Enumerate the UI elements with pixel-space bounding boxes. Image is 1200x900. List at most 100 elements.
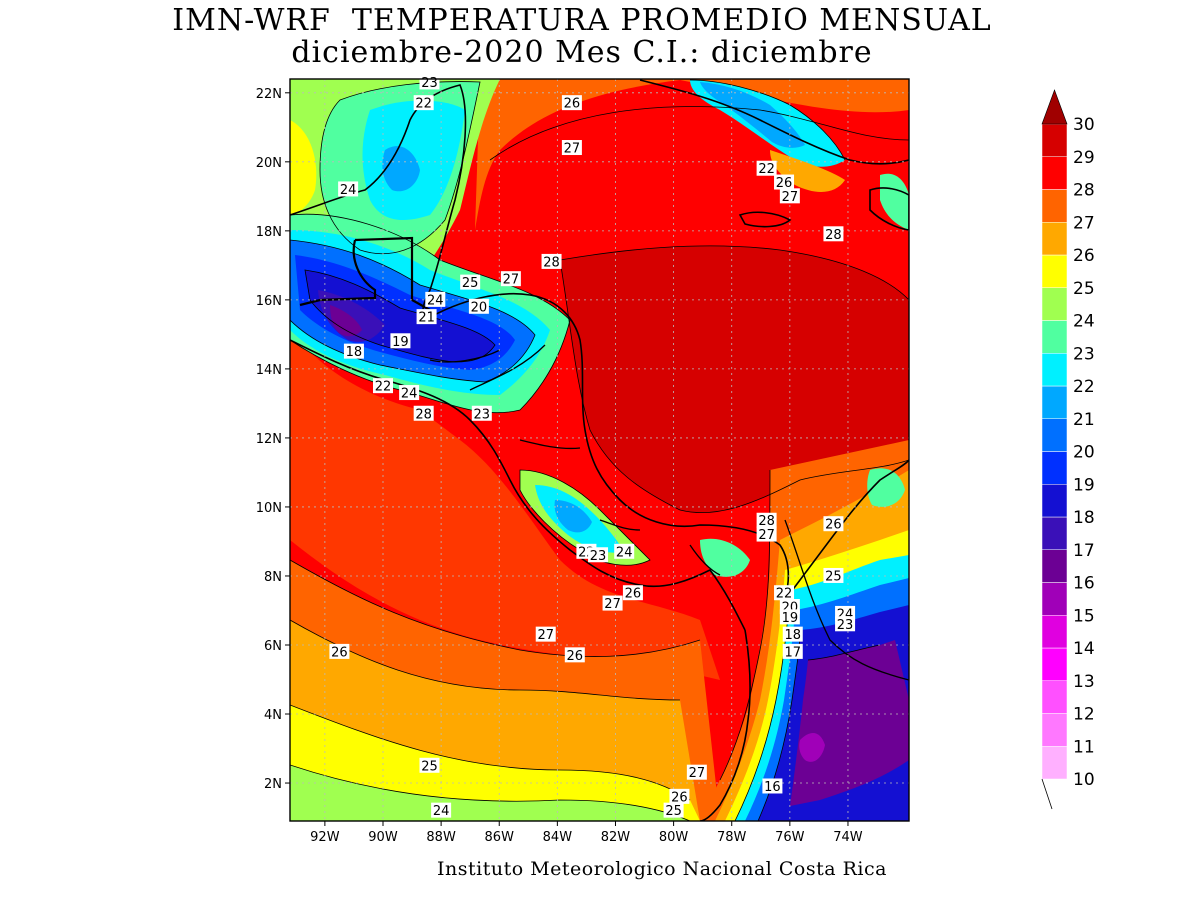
colorbar-label: 29 xyxy=(1073,148,1095,168)
contour-label-box xyxy=(756,526,777,542)
contour-label: 22 xyxy=(774,585,795,602)
contour-label-text: 24 xyxy=(427,293,444,308)
contour-label-box xyxy=(823,567,844,583)
lat-tick-label: 12N xyxy=(256,432,282,447)
contour-label-text: 27 xyxy=(604,597,621,612)
gridlines xyxy=(290,79,909,821)
contour-label: 24 xyxy=(431,802,452,819)
contour-label-box xyxy=(762,778,783,794)
contour-label-box xyxy=(756,160,777,176)
contour-label-text: 19 xyxy=(782,611,799,626)
band-16-highlands xyxy=(330,305,362,337)
contour-label: 22 xyxy=(372,378,393,395)
colorbar-swatch xyxy=(1041,123,1068,157)
contour-label: 17 xyxy=(782,643,803,660)
colorbar-swatch xyxy=(1041,484,1068,518)
band-15-colombia xyxy=(799,733,825,762)
lon-tick-label: 80W xyxy=(659,830,689,845)
colorbar-swatch xyxy=(1041,615,1068,649)
colorbar-label: 26 xyxy=(1073,246,1095,266)
colorbar-swatch xyxy=(1041,451,1068,485)
contour-label-box xyxy=(602,595,623,611)
contour-label: 18 xyxy=(782,626,803,643)
contour-label: 23 xyxy=(471,405,492,422)
colorbar-swatch xyxy=(1041,647,1068,681)
contour-label: 26 xyxy=(329,643,350,660)
contour-label-box xyxy=(468,298,489,314)
band-23-south xyxy=(290,765,690,821)
contour-label: 27 xyxy=(535,626,556,643)
band-17-highlands xyxy=(318,290,385,342)
contour-label-box xyxy=(663,802,684,818)
colorbar-bottom-marker xyxy=(1041,778,1053,810)
contour-label: 26 xyxy=(669,788,690,805)
contour-label-box xyxy=(756,512,777,528)
temperature-field xyxy=(290,79,909,821)
contour-label-text: 26 xyxy=(331,645,348,660)
lon-tick-label: 84W xyxy=(543,830,573,845)
contour-label-box xyxy=(823,226,844,242)
contour-label: 19 xyxy=(779,609,800,626)
contour-label-box xyxy=(338,181,359,197)
colorbar-label: 22 xyxy=(1073,377,1095,397)
contour-label-box xyxy=(471,405,492,421)
contour-label-text: 26 xyxy=(825,518,842,533)
lon-tick-label: 82W xyxy=(601,830,631,845)
contour-label: 27 xyxy=(602,595,623,612)
contour-label-box xyxy=(431,802,452,818)
contour-label-box xyxy=(588,547,609,563)
contour-label: 24 xyxy=(614,543,635,560)
contour-label: 19 xyxy=(390,333,411,350)
colorbar-label: 12 xyxy=(1073,705,1095,725)
band-18-highlands xyxy=(305,270,495,362)
map-title-line2: diciembre-2020 Mes C.I.: diciembre xyxy=(291,35,873,70)
colorbar-swatch xyxy=(1041,156,1068,190)
contour-label-box xyxy=(779,188,800,204)
contour-label-text: 24 xyxy=(433,804,450,819)
band-16-colombia xyxy=(790,640,909,806)
colorbar-swatch xyxy=(1041,320,1068,354)
contour-label-text: 16 xyxy=(764,780,781,795)
contour-label-text: 28 xyxy=(415,407,432,422)
colorbar-label: 23 xyxy=(1073,344,1095,364)
contour-label-text: 27 xyxy=(537,628,554,643)
colorbar-label: 17 xyxy=(1073,541,1095,561)
colorbar-swatch xyxy=(1041,385,1068,419)
lon-tick-label: 78W xyxy=(717,830,747,845)
lon-tick-label: 88W xyxy=(426,830,456,845)
contour-label-box xyxy=(614,543,635,559)
band-25-yucatan-w xyxy=(290,120,317,215)
contour-label: 18 xyxy=(343,343,364,360)
contour-label-box xyxy=(372,378,393,394)
contour-label-text: 27 xyxy=(689,766,706,781)
contour-label-box xyxy=(823,516,844,532)
contour-label-text: 18 xyxy=(784,628,801,643)
band-23-panama xyxy=(700,538,750,577)
lat-tick-label: 6N xyxy=(264,639,282,654)
lat-tick-label: 20N xyxy=(256,156,282,171)
colorbar-swatch xyxy=(1041,353,1068,387)
lon-tick-label: 76W xyxy=(775,830,805,845)
band-21-cuba xyxy=(700,82,805,148)
contour-label-text: 22 xyxy=(758,162,775,177)
contour-label-box xyxy=(390,333,411,349)
contour-label-text: 27 xyxy=(503,273,520,288)
contour-label-box xyxy=(541,253,562,269)
colorbar-label: 28 xyxy=(1073,181,1095,201)
contour-label: 28 xyxy=(823,226,844,243)
contour-label: 24 xyxy=(399,385,420,402)
contour-label-box xyxy=(782,626,803,642)
contour-label: 23 xyxy=(588,547,609,564)
contour-label-box xyxy=(416,309,437,325)
contour-label-text: 18 xyxy=(346,345,363,360)
contour-label-box xyxy=(669,788,690,804)
colorbar-swatch xyxy=(1041,189,1068,223)
colorbar-label: 21 xyxy=(1073,410,1095,430)
map-frame xyxy=(289,78,910,822)
contour-label-box xyxy=(782,643,803,659)
band-21-yucatan xyxy=(382,146,420,192)
colorbar-swatch xyxy=(1041,549,1068,583)
lat-tick-label: 14N xyxy=(256,363,282,378)
contour-label: 26 xyxy=(561,95,582,112)
contour-label: 23 xyxy=(835,616,856,633)
